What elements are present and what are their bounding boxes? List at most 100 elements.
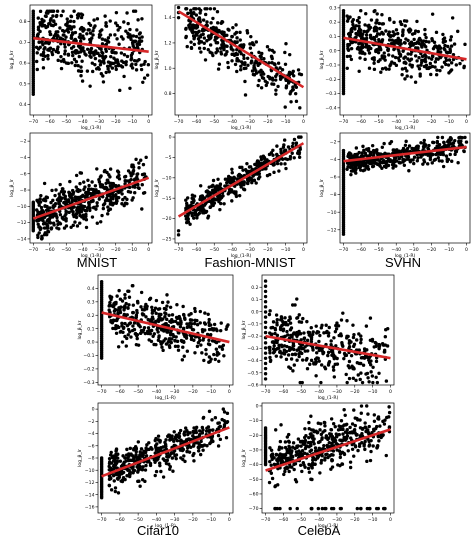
data-point <box>71 212 75 217</box>
data-point <box>350 422 355 426</box>
data-point <box>290 151 294 155</box>
data-point <box>195 323 200 327</box>
data-point <box>345 66 349 70</box>
data-point <box>156 434 161 438</box>
data-point <box>295 444 299 448</box>
data-point <box>288 465 292 469</box>
data-point <box>118 330 123 334</box>
data-point <box>358 418 362 422</box>
data-point <box>346 334 350 339</box>
data-point <box>108 175 112 179</box>
data-point <box>128 27 132 32</box>
data-point <box>120 340 125 344</box>
data-point <box>448 152 452 157</box>
data-point <box>131 172 135 176</box>
data-point <box>157 312 161 317</box>
data-point <box>124 453 129 457</box>
data-point <box>269 448 274 452</box>
data-point <box>204 209 209 214</box>
data-point <box>374 26 379 30</box>
x-tick-label: −70 <box>28 119 38 125</box>
data-point <box>188 222 192 226</box>
y-tick-label: −0.4 <box>247 358 258 364</box>
data-point <box>35 67 39 72</box>
data-point <box>115 199 119 203</box>
y-axis-label: log_β_lr <box>154 179 160 197</box>
data-point <box>51 14 55 18</box>
data-point <box>354 161 358 165</box>
data-point <box>263 351 268 355</box>
data-point <box>41 57 45 62</box>
data-point <box>36 25 41 29</box>
data-point <box>114 447 119 451</box>
trend-line <box>101 311 230 344</box>
data-point <box>189 311 193 316</box>
data-point <box>381 433 385 437</box>
data-point <box>185 449 189 454</box>
data-point <box>371 365 375 370</box>
y-tick-label: 0.8 <box>19 19 26 25</box>
data-point <box>265 45 270 49</box>
data-point <box>39 205 44 210</box>
x-tick-label: −70 <box>261 389 271 395</box>
panel-svhn-kr: −70 −60 −50 −40 −30 −20 −10 0−0.4−0.3−0.2−0.10.… <box>319 4 471 131</box>
data-point <box>115 58 119 62</box>
data-point <box>331 422 336 426</box>
data-point <box>430 37 434 41</box>
data-point <box>47 22 51 26</box>
data-point <box>280 459 284 463</box>
data-point <box>263 366 268 371</box>
data-point <box>312 442 316 446</box>
data-point <box>282 472 286 477</box>
data-point <box>147 328 151 333</box>
data-point <box>208 50 212 54</box>
data-point <box>447 58 452 62</box>
data-point <box>135 333 140 337</box>
data-point <box>225 411 230 416</box>
data-point <box>365 404 369 408</box>
data-point <box>206 342 211 346</box>
x-tick-label: −40 <box>227 247 237 253</box>
data-point <box>409 57 414 61</box>
data-point <box>263 279 268 283</box>
data-point <box>454 63 459 67</box>
data-point <box>241 53 246 58</box>
data-point <box>225 180 229 185</box>
data-point <box>346 161 351 166</box>
data-point <box>278 439 283 444</box>
x-tick-label: −70 <box>28 247 38 253</box>
data-point <box>216 21 220 25</box>
data-point <box>193 351 197 355</box>
data-point <box>213 415 218 420</box>
data-point <box>365 459 369 464</box>
data-point <box>131 324 135 328</box>
data-point <box>436 156 441 160</box>
data-point <box>101 185 105 189</box>
trend-line <box>101 426 230 478</box>
data-point <box>428 157 433 162</box>
data-point <box>99 71 104 76</box>
data-point <box>357 42 361 46</box>
data-point <box>231 48 235 52</box>
data-point <box>342 452 347 457</box>
data-point <box>215 328 219 333</box>
data-point <box>110 203 115 207</box>
data-point <box>420 45 424 49</box>
data-point <box>176 316 180 320</box>
data-point <box>207 317 211 322</box>
data-point <box>69 225 73 230</box>
data-point <box>90 61 95 65</box>
data-point <box>268 348 272 352</box>
data-point <box>451 52 456 57</box>
y-tick-label: −0.6 <box>247 383 258 389</box>
data-point <box>84 212 88 217</box>
data-point <box>116 312 120 316</box>
data-point <box>436 135 440 140</box>
data-point <box>275 347 280 351</box>
data-point <box>184 35 188 40</box>
y-axis-label: log_β_kr <box>319 50 325 69</box>
data-point <box>287 70 292 75</box>
data-point <box>285 435 290 439</box>
data-point <box>311 330 315 334</box>
data-point <box>214 347 219 351</box>
